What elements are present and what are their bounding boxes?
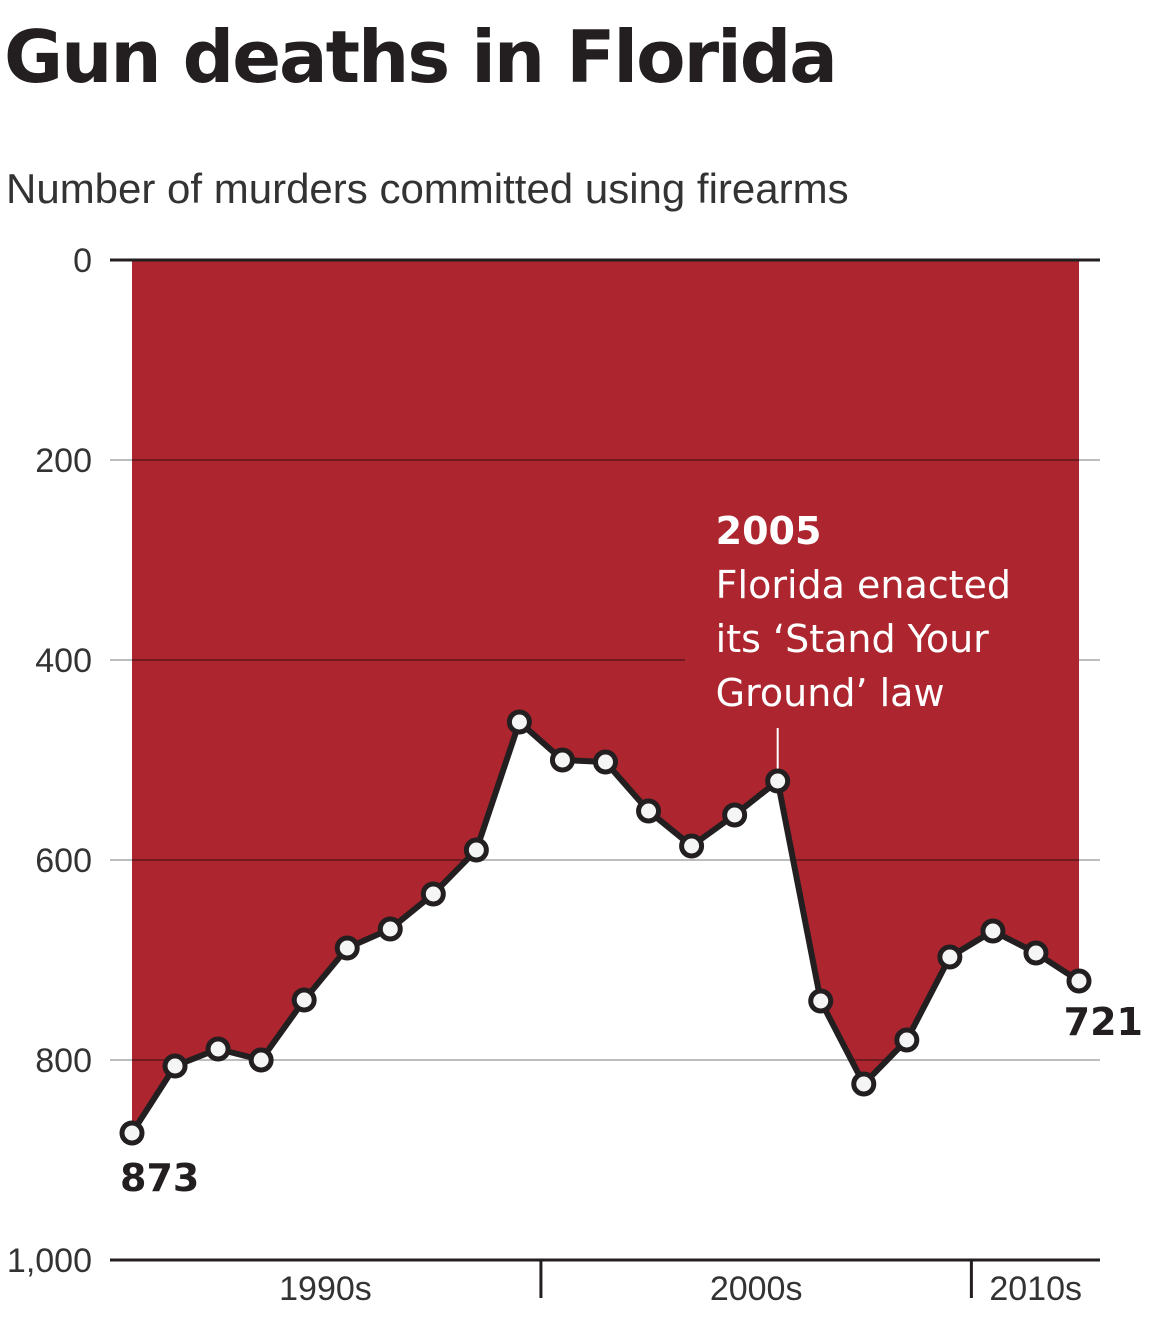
- data-point: [420, 881, 446, 907]
- data-point: [722, 802, 748, 828]
- end-value-label: 721: [1064, 1000, 1143, 1044]
- annotation-year: 2005: [716, 509, 822, 553]
- data-point: [1066, 968, 1092, 994]
- data-point: [205, 1036, 231, 1062]
- data-point: [334, 935, 360, 961]
- x-tick-label: 2000s: [710, 1270, 803, 1308]
- y-tick-label: 800: [35, 1042, 92, 1080]
- annotation-text-line: Ground’ law: [716, 671, 945, 715]
- data-point: [248, 1047, 274, 1073]
- chart-title: Gun deaths in Florida: [4, 15, 838, 99]
- y-tick-label: 200: [35, 442, 92, 480]
- data-point: [549, 747, 575, 773]
- y-tick-label: 1,000: [7, 1242, 92, 1280]
- data-point: [636, 798, 662, 824]
- area-fill: [132, 260, 1079, 1133]
- x-tick-label: 2010s: [989, 1270, 1082, 1308]
- data-point: [937, 944, 963, 970]
- data-point: [593, 749, 618, 775]
- data-point: [119, 1120, 145, 1146]
- data-point: [291, 987, 317, 1013]
- data-point: [463, 837, 489, 863]
- data-point: [765, 768, 791, 794]
- annotation-text-line: its ‘Stand Your: [716, 617, 990, 661]
- x-tick-label: 1990s: [279, 1270, 372, 1308]
- data-point: [679, 833, 705, 859]
- data-point: [894, 1027, 920, 1053]
- data-point: [980, 918, 1006, 944]
- data-point: [851, 1071, 877, 1097]
- data-point: [377, 916, 403, 942]
- annotation-text-line: Florida enacted: [716, 563, 1011, 607]
- chart-subtitle: Number of murders committed using firear…: [6, 165, 849, 212]
- y-tick-label: 400: [35, 642, 92, 680]
- data-point: [808, 988, 834, 1014]
- y-tick-label: 600: [35, 842, 92, 880]
- data-point: [1023, 940, 1049, 966]
- data-point: [506, 709, 532, 735]
- data-point: [162, 1053, 188, 1079]
- start-value-label: 873: [120, 1156, 199, 1200]
- y-tick-label: 0: [73, 242, 92, 280]
